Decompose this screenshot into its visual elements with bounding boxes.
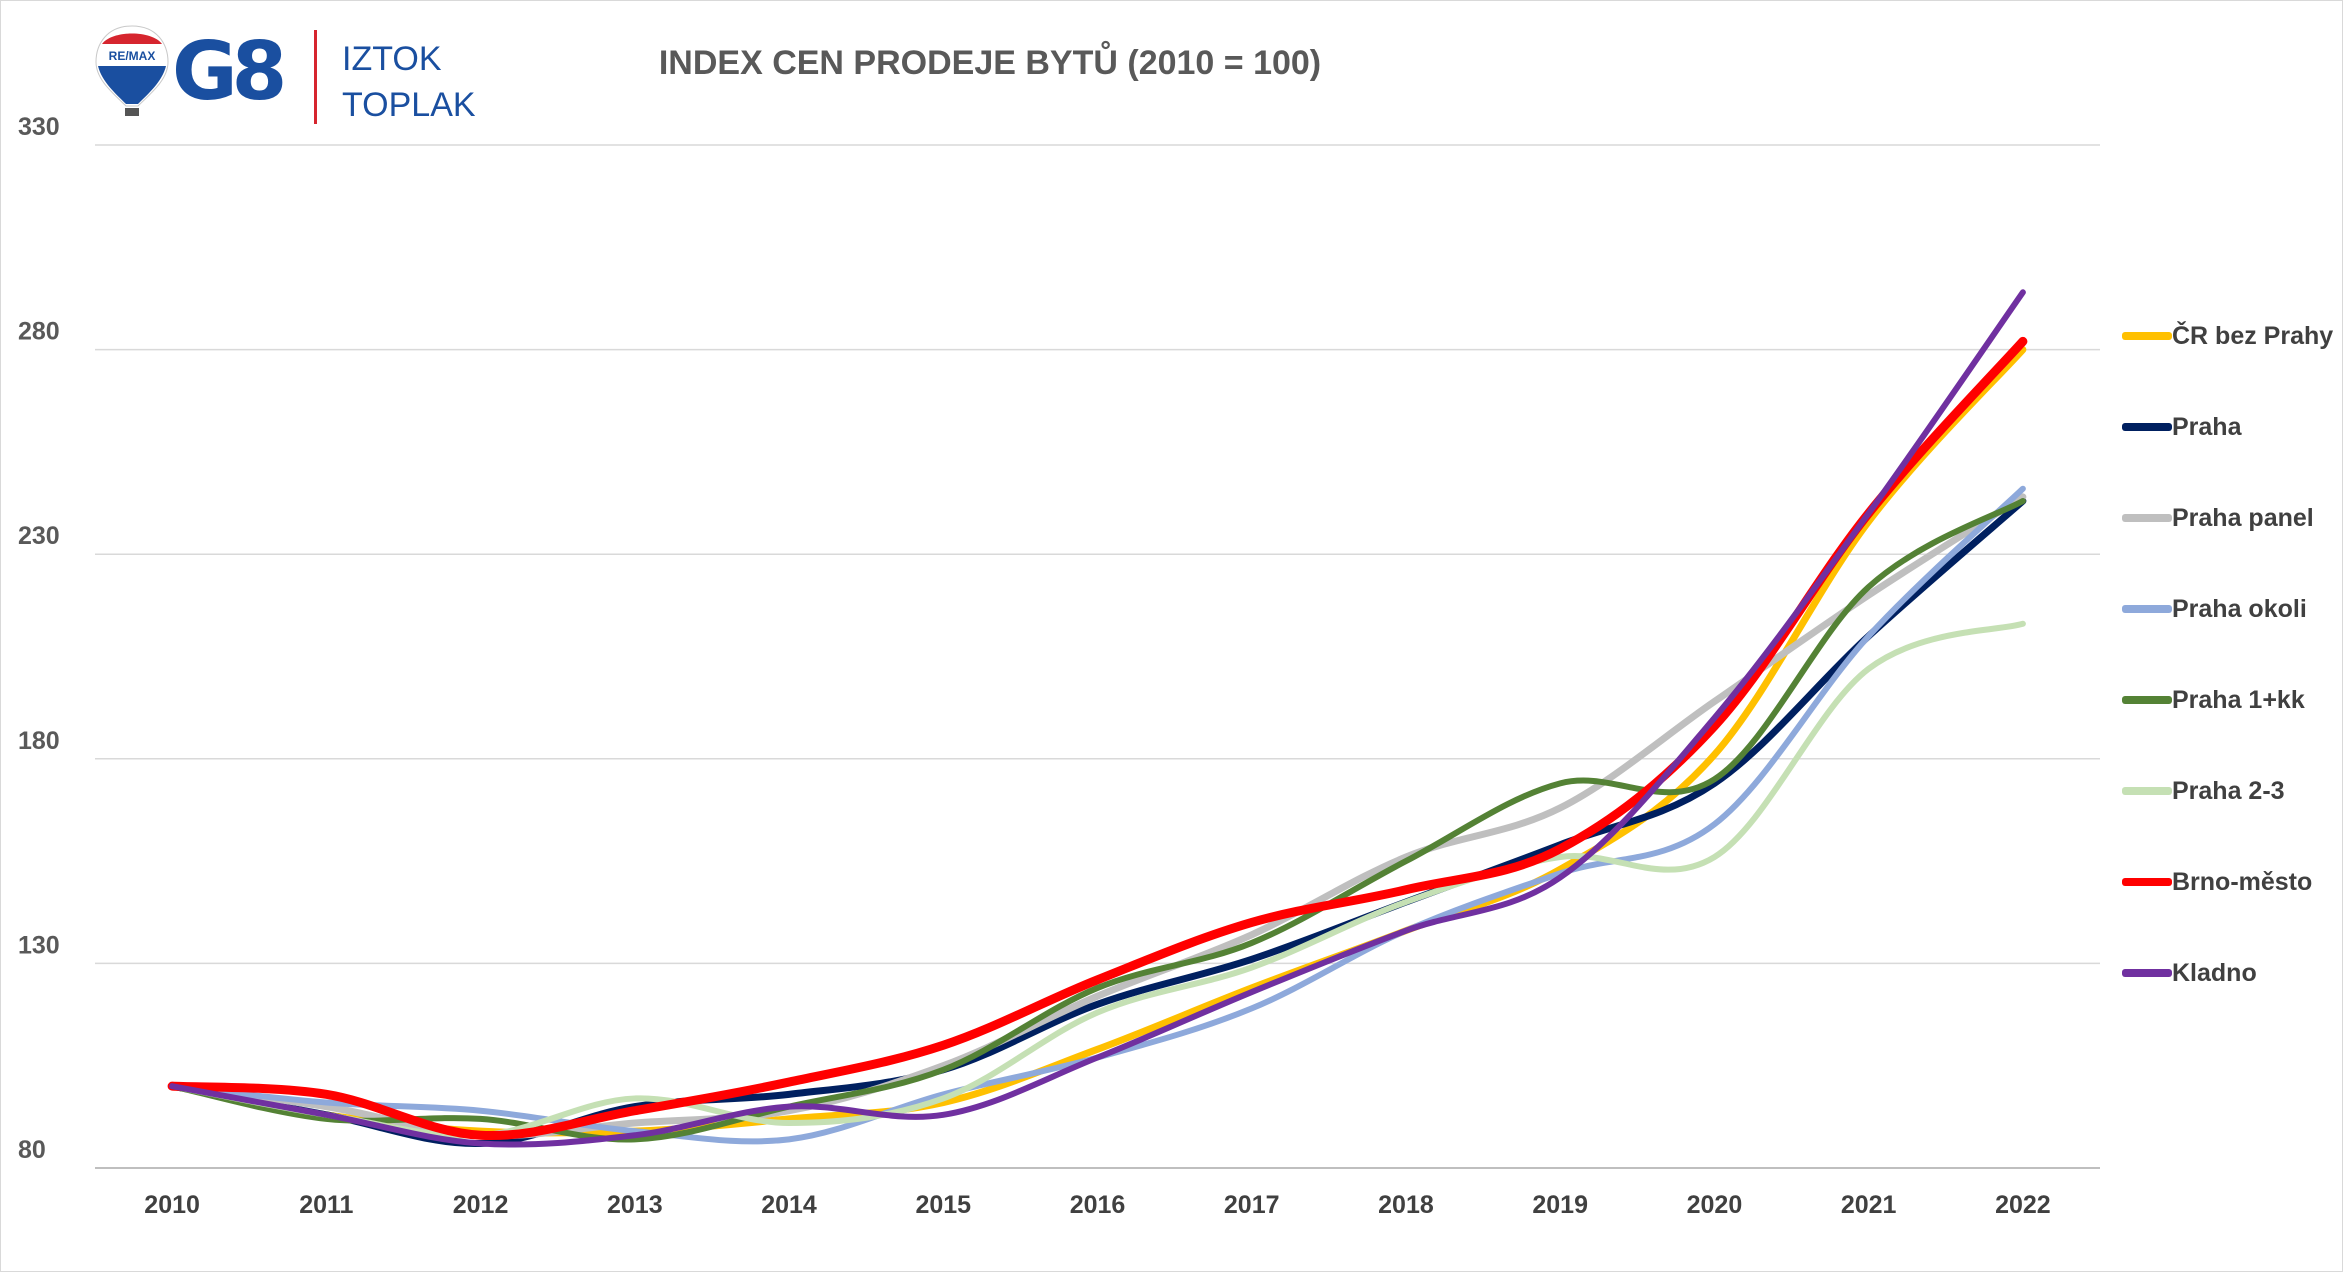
series-line-praha-1-kk [169, 498, 2026, 1143]
legend-item-praha-1-kk: Praha 1+kk [2122, 680, 2305, 720]
gridlines [95, 144, 2100, 965]
agent-first-name: IZTOK [342, 40, 442, 78]
series-line-praha-okoli [169, 485, 2026, 1145]
legend-swatch [2122, 787, 2172, 795]
remax-mark: RE/MAX [109, 49, 156, 63]
legend-label: ČR bez Prahy [2172, 321, 2334, 350]
tick-labels: 80 130 180 230 280 330 2010 2011 2012 2013 2014 201… [18, 113, 2051, 1219]
office-name: G8 [172, 25, 287, 118]
x-tick-label: 2020 [1687, 1191, 1743, 1219]
series-line-kladno [169, 289, 2026, 1148]
remax-balloon-icon: RE/MAX [95, 25, 169, 116]
chart-title: INDEX CEN PRODEJE BYTŮ (2010 = 100) [658, 44, 1322, 82]
y-tick-label: 280 [18, 318, 60, 346]
x-tick-label: 2013 [607, 1191, 663, 1219]
x-tick-label: 2017 [1224, 1191, 1280, 1219]
legend-swatch [2122, 696, 2172, 704]
remax-g8-logo: RE/MAX G8 IZTOK TOPLAK [92, 22, 512, 132]
legend-label: Praha [2172, 412, 2242, 441]
x-tick-label: 2021 [1841, 1191, 1897, 1219]
x-tick-label: 2010 [144, 1191, 200, 1219]
series-lines [167, 289, 2028, 1148]
legend-item-kladno: Kladno [2122, 953, 2257, 993]
legend-item-cr-bez-prahy: ČR bez Prahy [2122, 316, 2333, 356]
y-tick-label: 230 [18, 522, 60, 550]
legend-label: Kladno [2172, 958, 2257, 987]
x-tick-label: 2015 [915, 1191, 971, 1219]
legend-label: Praha panel [2172, 503, 2314, 532]
legend-swatch [2122, 605, 2172, 613]
series-line-praha-panel [168, 493, 2027, 1140]
y-tick-label: 330 [18, 113, 60, 141]
legend-item-praha-panel: Praha panel [2122, 498, 2314, 538]
legend-item-brno-mesto: Brno-město [2122, 862, 2312, 902]
x-tick-label: 2016 [1070, 1191, 1126, 1219]
y-tick-label: 180 [18, 727, 60, 755]
legend-label: Praha 2-3 [2172, 776, 2285, 805]
x-tick-label: 2019 [1532, 1191, 1588, 1219]
legend-item-praha-okoli: Praha okoli [2122, 589, 2307, 629]
legend-label: Praha okoli [2172, 594, 2307, 623]
legend-swatch [2122, 878, 2172, 886]
legend-swatch [2122, 423, 2172, 431]
legend-item-praha: Praha [2122, 407, 2241, 447]
legend-swatch [2122, 332, 2172, 340]
x-tick-label: 2014 [761, 1191, 817, 1219]
y-tick-label: 80 [18, 1136, 46, 1164]
legend-item-praha-2-3: Praha 2-3 [2122, 771, 2285, 811]
y-tick-label: 130 [18, 931, 60, 959]
agent-name: IZTOK TOPLAK [342, 36, 476, 128]
x-tick-label: 2012 [453, 1191, 509, 1219]
x-tick-label: 2011 [299, 1191, 353, 1219]
legend-label: Praha 1+kk [2172, 685, 2305, 714]
logo-divider [314, 30, 317, 124]
x-tick-label: 2018 [1378, 1191, 1434, 1219]
series-line-brno-mesto [167, 336, 2028, 1141]
legend-swatch [2122, 969, 2172, 977]
agent-last-name: TOPLAK [342, 86, 476, 124]
x-tick-label: 2022 [1995, 1191, 2051, 1219]
legend-swatch [2122, 514, 2172, 522]
legend-label: Brno-město [2172, 867, 2313, 896]
